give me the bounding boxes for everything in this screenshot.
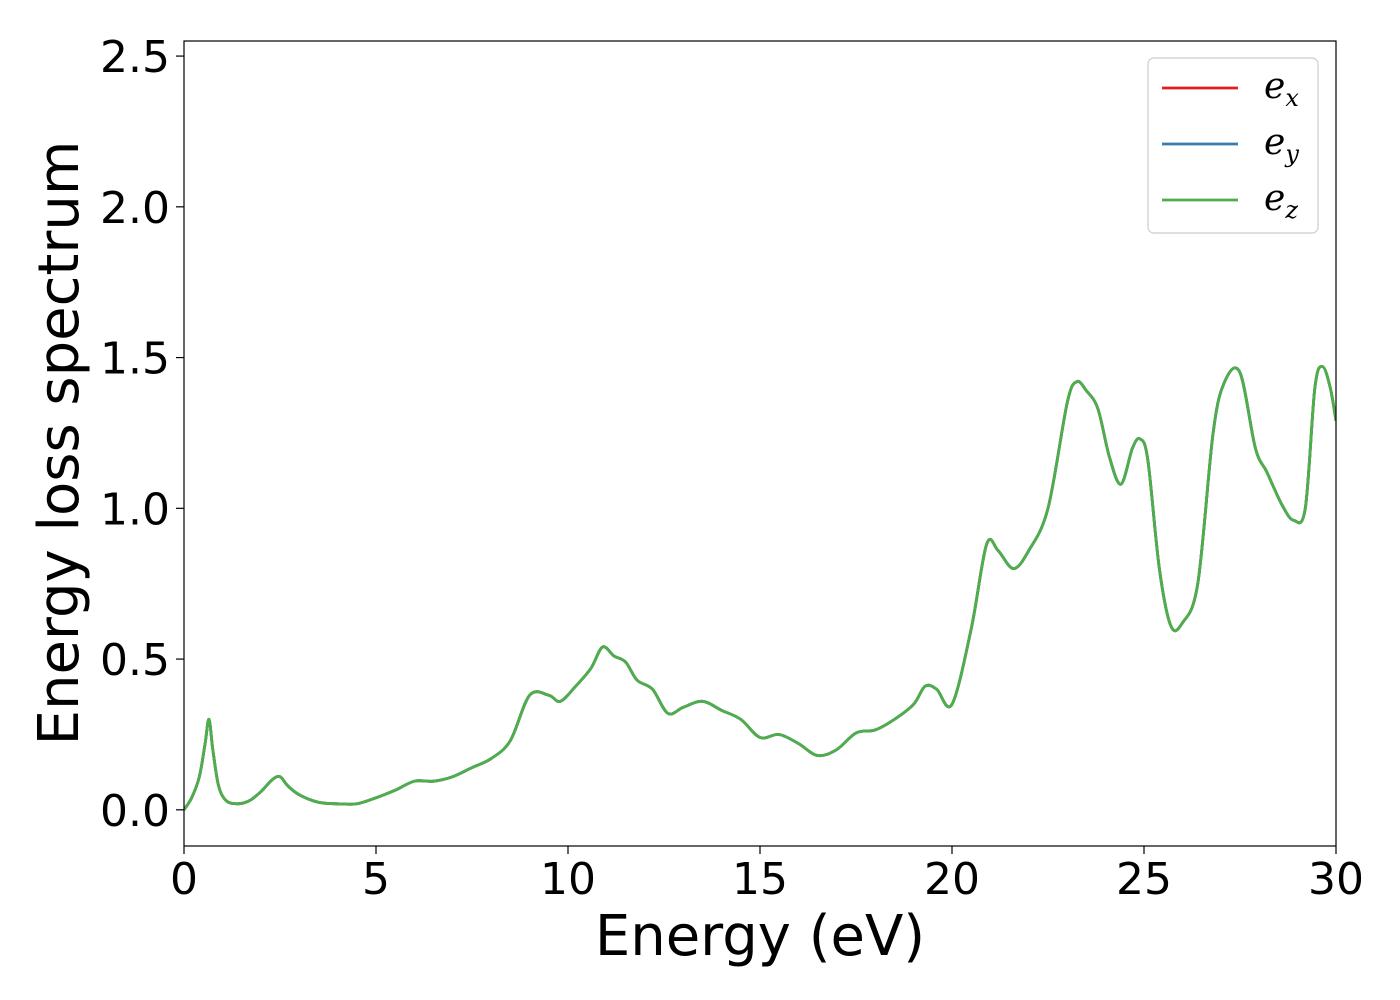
- x-tick-label: 25: [1116, 854, 1172, 905]
- x-tick-label: 30: [1308, 854, 1364, 905]
- y-tick-label: 2.5: [100, 32, 170, 83]
- legend-box: [1147, 57, 1319, 234]
- series-line-ez: [184, 365, 1336, 811]
- legend-label-ez: ez: [1264, 178, 1298, 224]
- x-tick-label: 10: [540, 854, 596, 905]
- x-tick-label: 15: [732, 854, 788, 905]
- y-axis-title: Energy loss spectrum: [27, 141, 92, 746]
- x-tick-label: 5: [362, 854, 390, 905]
- legend-label-ex: ex: [1264, 66, 1299, 112]
- x-tick-label: 20: [924, 854, 980, 905]
- y-tick-label: 1.0: [100, 484, 170, 535]
- y-tick-label: 0.5: [100, 635, 170, 686]
- y-tick-label: 1.5: [100, 334, 170, 385]
- y-axis: 0.0 0.5 1.0 1.5 2.0 2.5: [100, 32, 184, 837]
- legend-label-ey: ey: [1264, 122, 1299, 168]
- y-tick-label: 2.0: [100, 183, 170, 234]
- legend: ex ey ez: [1147, 57, 1319, 234]
- series-layer: [184, 365, 1336, 811]
- y-tick-label: 0.0: [100, 786, 170, 837]
- x-axis: 0 5 10 15 20 25 30: [170, 846, 1364, 905]
- x-axis-title: Energy (eV): [595, 904, 925, 969]
- x-tick-label: 0: [170, 854, 198, 905]
